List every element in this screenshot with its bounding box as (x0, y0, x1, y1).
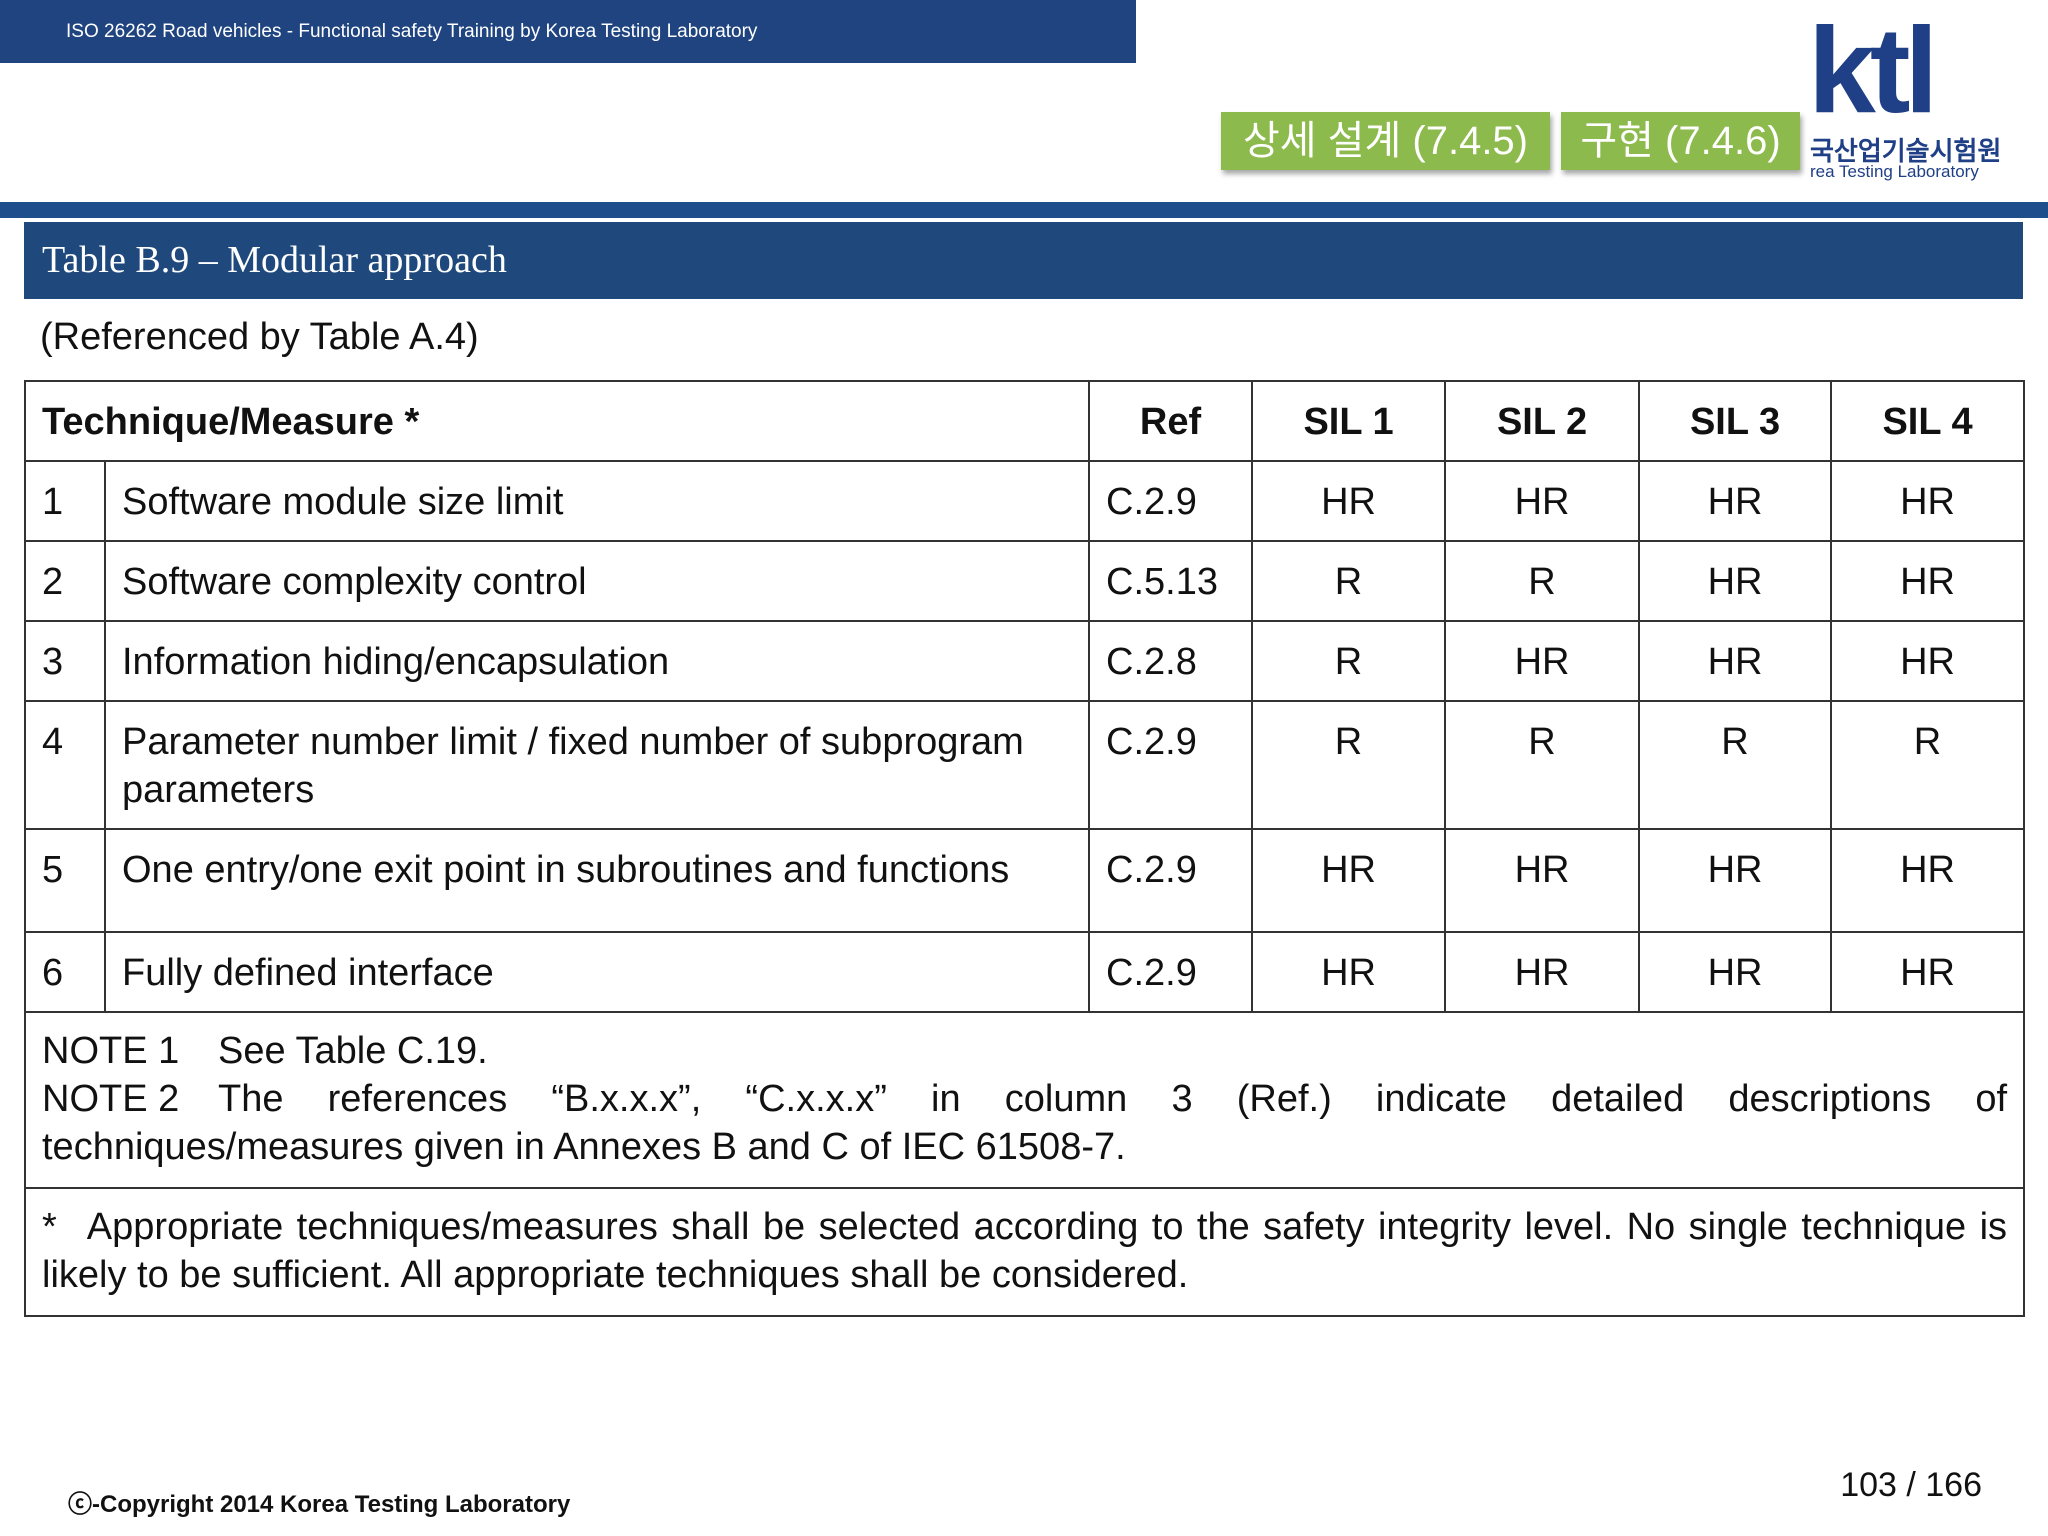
cell: 4 (24, 700, 106, 830)
footnote-mark: * (42, 1206, 57, 1248)
table-title: Table B.9 – Modular approach (24, 222, 2023, 299)
cell: 3 (24, 620, 106, 702)
table-row: 3 Information hiding/encapsulation C.2.8 R H… (24, 620, 2026, 702)
note: NOTE 1 See Table C.19. (42, 1027, 2007, 1075)
cell: C.2.9 (1088, 931, 1254, 1013)
cell: HR (1444, 931, 1641, 1013)
cell: 2 (24, 540, 106, 622)
cell: HR (1251, 460, 1447, 542)
cell: C.2.9 (1088, 828, 1254, 933)
cell: HR (1444, 460, 1641, 542)
cell: Parameter number limit / fixed number of… (103, 700, 1091, 830)
column-header: Ref (1088, 380, 1254, 462)
cell: R (1251, 700, 1447, 830)
cell: HR (1638, 540, 1833, 622)
footnote-text: Appropriate techniques/measures shall be… (42, 1206, 2008, 1296)
cell: HR (1444, 620, 1641, 702)
note-label: NOTE 2 (42, 1078, 180, 1120)
table: Technique/Measure * Ref SIL 1 SIL 2 SIL 3 SIL… (23, 380, 2026, 1317)
table-row: 2 Software complexity control C.5.13 R R HR HR (24, 540, 2026, 622)
cell: Software module size limit (103, 460, 1091, 542)
tab[interactable]: 구현 (7.4.6) (1561, 112, 1800, 170)
divider (0, 202, 2048, 218)
cell: Information hiding/encapsulation (103, 620, 1091, 702)
cell: HR (1830, 460, 2026, 542)
cell: C.2.8 (1088, 620, 1254, 702)
cell: R (1444, 700, 1641, 830)
cell: 5 (24, 828, 106, 933)
note-label: NOTE 1 (42, 1030, 180, 1072)
table-row: 1 Software module size limit C.2.9 HR HR HR HR (24, 460, 2026, 542)
column-header: SIL 1 (1251, 380, 1447, 462)
cell: HR (1638, 931, 1833, 1013)
cell: Fully defined interface (103, 931, 1091, 1013)
cell: R (1638, 700, 1833, 830)
column-header: Technique/Measure * (23, 380, 1091, 462)
cell: Software complexity control (103, 540, 1091, 622)
cell: HR (1251, 931, 1447, 1013)
tab[interactable]: 상세 설계 (7.4.5) (1221, 112, 1550, 170)
logo: ktl (1808, 2, 1938, 138)
subtitle: (Referenced by Table A.4) (40, 316, 479, 358)
table-row: 4 Parameter number limit / fixed number o… (24, 700, 2026, 830)
notes: NOTE 1 See Table C.19. NOTE 2 The reference… (23, 1011, 2026, 1189)
note: NOTE 2 The references “B.x.x.x”, “C.x.x.x… (42, 1075, 2007, 1171)
table-row: 6 Fully defined interface C.2.9 HR HR HR HR (24, 931, 2026, 1013)
page-number: 103 / 166 (1840, 1466, 1982, 1504)
logo-text: 국산업기술시험원 (1810, 136, 2002, 166)
notes-row: NOTE 1 See Table C.19. NOTE 2 The reference… (23, 1011, 2026, 1189)
cell: HR (1638, 828, 1833, 933)
cell: C.5.13 (1088, 540, 1254, 622)
cell: 6 (24, 931, 106, 1013)
cell: R (1830, 700, 2026, 830)
cell: One entry/one exit point in subroutines … (103, 828, 1091, 933)
cell: HR (1830, 540, 2026, 622)
footnote: * Appropriate techniques/measures shall b… (23, 1187, 2026, 1317)
footnote-row: * Appropriate techniques/measures shall b… (23, 1187, 2026, 1317)
cell: HR (1830, 931, 2026, 1013)
banner: ISO 26262 Road vehicles - Functional saf… (0, 0, 1136, 63)
cell: HR (1638, 460, 1833, 542)
cell: R (1251, 620, 1447, 702)
cell: HR (1830, 620, 2026, 702)
cell: R (1251, 540, 1447, 622)
note-text: The references “B.x.x.x”, “C.x.x.x” in c… (42, 1078, 2008, 1168)
note-text: See Table C.19. (218, 1030, 488, 1072)
cell: HR (1638, 620, 1833, 702)
column-header: SIL 2 (1444, 380, 1641, 462)
cell: R (1444, 540, 1641, 622)
copyright: ⓒ-Copyright 2014 Korea Testing Laborator… (68, 1491, 571, 1518)
header-row: Technique/Measure * Ref SIL 1 SIL 2 SIL 3 SIL… (23, 380, 2026, 462)
column-header: SIL 3 (1638, 380, 1833, 462)
table-row: 5 One entry/one exit point in subroutines… (24, 828, 2026, 933)
cell: 1 (24, 460, 106, 542)
cell: HR (1444, 828, 1641, 933)
cell: C.2.9 (1088, 700, 1254, 830)
logo-text: rea Testing Laboratory (1810, 162, 1979, 181)
column-header: SIL 4 (1830, 380, 2026, 462)
cell: C.2.9 (1088, 460, 1254, 542)
cell: HR (1830, 828, 2026, 933)
cell: HR (1251, 828, 1447, 933)
